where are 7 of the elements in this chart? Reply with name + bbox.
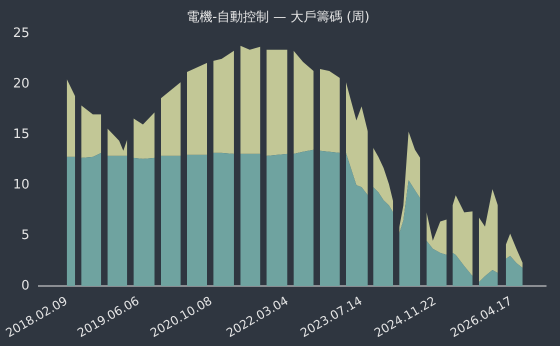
y-tick-label: 15: [12, 127, 30, 142]
y-tick-label: 5: [21, 228, 30, 244]
y-tick-label: 10: [12, 178, 30, 193]
chart-title: 電機-自動控制 — 大戶籌碼 (周): [186, 10, 370, 26]
y-tick-label: 0: [21, 278, 30, 294]
y-tick-label: 25: [12, 26, 30, 41]
y-tick-label: 20: [12, 76, 30, 92]
